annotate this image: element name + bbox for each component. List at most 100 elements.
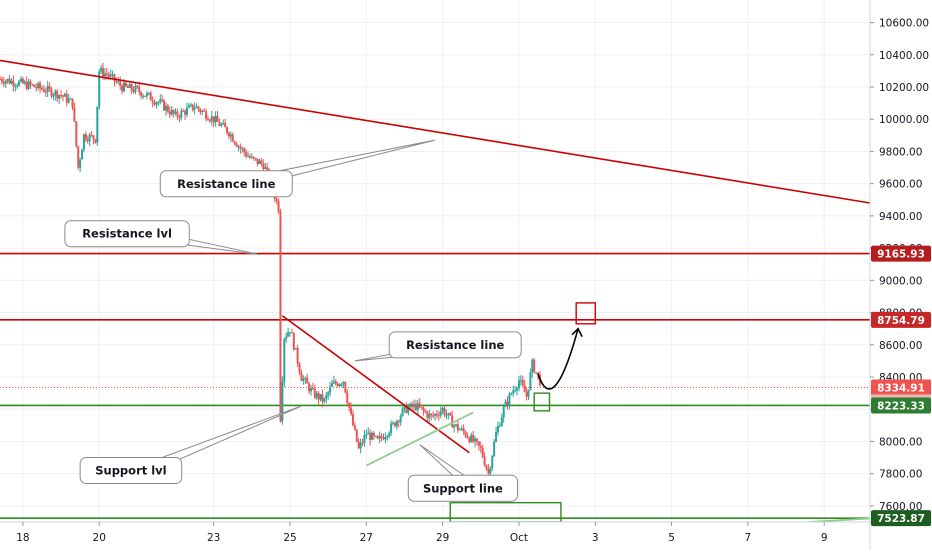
price-tag-8223-bg: [871, 397, 931, 414]
candle-body: [537, 372, 540, 375]
candle-body: [239, 146, 242, 149]
candle-body: [529, 372, 532, 390]
callout-label-2: Resistance line: [406, 338, 504, 352]
candle-body: [121, 85, 124, 92]
candle-body: [84, 134, 87, 140]
candle-body: [8, 79, 11, 84]
candle-body: [174, 111, 177, 114]
candle-body: [334, 381, 337, 384]
candle-body: [212, 116, 215, 123]
candle-body: [281, 381, 284, 422]
y-tick-label: 9000.00: [879, 275, 922, 287]
candle-body: [361, 442, 364, 444]
candle-body: [231, 134, 234, 142]
candle-body: [266, 167, 269, 170]
candle-body: [279, 211, 282, 422]
price-tag-8223-label: 8223.33: [877, 400, 925, 412]
candle-body: [489, 468, 492, 474]
x-tick-label: 5: [668, 532, 675, 544]
candle-body: [521, 380, 524, 386]
candle-body: [35, 87, 38, 89]
candle-body: [424, 410, 427, 413]
candle-body: [144, 95, 146, 97]
candle-body: [189, 104, 192, 106]
x-tick-label: 9: [821, 532, 828, 544]
candle-body: [338, 384, 341, 387]
candle-body: [365, 434, 368, 436]
candle-body: [460, 428, 463, 430]
candle-body: [464, 431, 467, 436]
candle-body: [21, 78, 24, 84]
candle-body: [19, 78, 22, 82]
callout-label-0: Resistance line: [177, 177, 275, 191]
candle-body: [380, 436, 383, 438]
price-tag-9165-bg: [871, 245, 931, 262]
candle-body: [447, 413, 450, 415]
price-tag-9165-label: 9165.93: [877, 249, 925, 261]
candle-body: [342, 381, 345, 385]
candle-body: [203, 110, 206, 112]
candle-body: [411, 403, 414, 407]
candle-body: [359, 442, 362, 449]
candle-body: [155, 102, 158, 105]
candle-body: [46, 86, 49, 93]
candle-body: [37, 83, 40, 89]
candle-body: [73, 107, 76, 122]
candle-body: [71, 98, 74, 108]
candle-body: [304, 378, 307, 380]
price-tag-8754-label: 8754.79: [877, 315, 925, 327]
candle-body: [182, 110, 185, 112]
projection-curve: [537, 328, 579, 390]
candle-body: [58, 94, 61, 99]
candle-body: [414, 403, 417, 410]
candle-body: [245, 152, 248, 157]
candle-body: [523, 385, 526, 393]
trend-line-layer: [0, 59, 871, 523]
candle-body: [453, 425, 456, 428]
candle-body: [435, 413, 438, 416]
candle-body: [18, 81, 21, 86]
callout-join-3: [135, 464, 148, 477]
candle-body: [491, 455, 494, 469]
y-tick-label: 9400.00: [879, 211, 922, 223]
candle-body: [145, 93, 148, 97]
candle-body: [445, 414, 448, 416]
candle-body: [195, 106, 198, 108]
candle-body: [481, 447, 484, 457]
pullback-zone: [533, 392, 551, 412]
candle-body: [430, 413, 433, 416]
candle-body: [378, 436, 381, 439]
candle-body: [357, 441, 360, 449]
candle-body: [136, 85, 139, 88]
candle-body: [493, 441, 496, 456]
candle-body: [287, 332, 290, 337]
candle-body: [117, 81, 120, 83]
candle-body: [14, 85, 17, 87]
candle-body: [309, 387, 312, 392]
candle-body: [451, 415, 454, 428]
candle-body: [428, 413, 431, 418]
candle-body: [218, 121, 221, 126]
target-zone: [575, 302, 596, 325]
candle-body: [514, 390, 517, 392]
candle-body: [31, 84, 34, 86]
candle-body: [12, 80, 15, 87]
candle-body: [535, 372, 538, 374]
y-tick-label: 7600.00: [879, 501, 922, 513]
candle-body: [390, 423, 393, 434]
candle-body: [44, 91, 47, 93]
candle-body: [92, 135, 95, 140]
candle-body: [332, 381, 335, 384]
candle-body: [86, 139, 89, 142]
candle-body: [264, 167, 267, 170]
candle-body: [206, 118, 209, 121]
candle-body: [201, 110, 204, 113]
candle-body: [254, 158, 257, 160]
candle-body: [187, 105, 190, 108]
candle-body: [306, 378, 309, 384]
candle-body: [262, 163, 265, 170]
candle-body: [123, 82, 126, 92]
candle-body: [298, 363, 301, 373]
